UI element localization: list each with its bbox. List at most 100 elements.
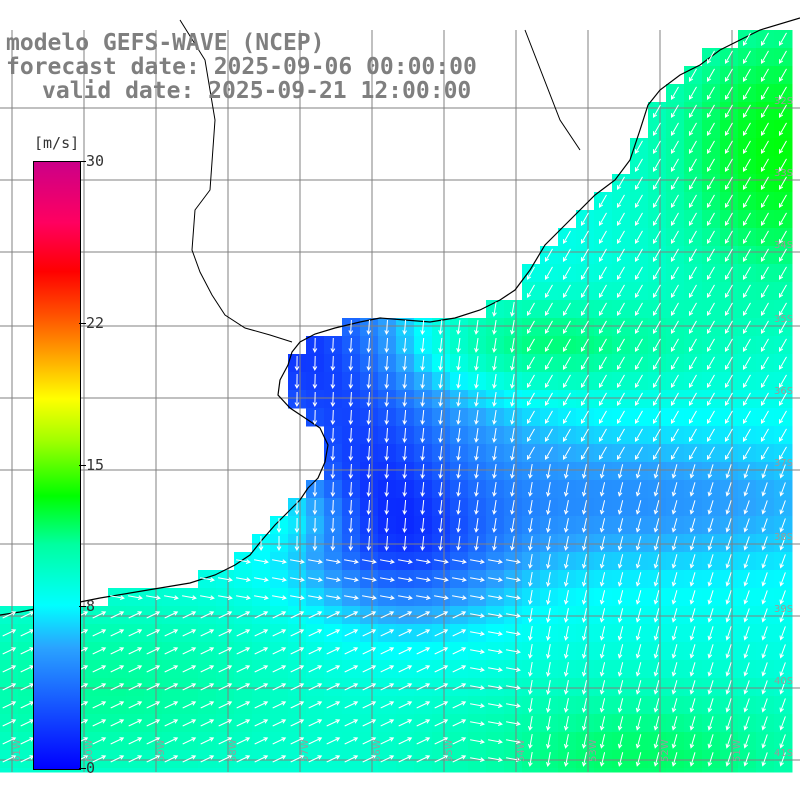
- wind-arrow: [380, 577, 395, 582]
- wind-arrow: [362, 647, 377, 655]
- wind-arrow: [416, 611, 431, 619]
- wind-arrow: [416, 595, 431, 600]
- wind-arrow: [456, 392, 461, 407]
- wind-arrow: [635, 554, 642, 569]
- wind-arrow: [707, 590, 714, 605]
- wind-arrow: [492, 392, 497, 407]
- wind-arrow: [348, 355, 354, 372]
- wind-arrow: [326, 595, 341, 600]
- wind-arrow: [380, 559, 395, 564]
- wind-arrow: [635, 590, 642, 605]
- wind-speed-cell: [738, 768, 757, 773]
- wind-arrow: [456, 356, 461, 371]
- wind-arrow: [760, 194, 769, 209]
- wind-arrow: [420, 373, 425, 390]
- wind-speed-cell: [306, 768, 325, 773]
- wind-arrow: [742, 140, 751, 155]
- wind-arrow: [599, 500, 606, 515]
- longitude-label: 60W: [84, 739, 95, 762]
- wind-arrow: [308, 595, 323, 600]
- wind-arrow: [254, 665, 269, 673]
- wind-arrow: [416, 559, 431, 564]
- wind-arrow: [652, 320, 661, 335]
- wind-arrow: [398, 737, 413, 745]
- wind-arrow: [743, 608, 750, 623]
- wind-arrow: [653, 572, 660, 587]
- wind-arrow: [653, 698, 660, 713]
- wind-arrow: [526, 356, 535, 371]
- wind-arrow: [725, 554, 732, 569]
- wind-arrow: [616, 428, 625, 443]
- wind-arrow: [326, 737, 341, 745]
- wind-arrow: [164, 737, 179, 745]
- wind-arrow: [563, 590, 569, 605]
- wind-arrow: [272, 683, 287, 691]
- wind-arrow: [688, 266, 697, 281]
- wind-arrow: [634, 338, 643, 353]
- wind-arrow: [380, 595, 395, 600]
- wind-arrow: [742, 50, 751, 65]
- wind-arrow: [778, 302, 787, 317]
- wind-arrow: [563, 680, 569, 695]
- wind-arrow: [546, 572, 551, 587]
- wind-arrow: [330, 355, 336, 372]
- wind-arrow: [779, 464, 786, 479]
- wind-arrow: [272, 737, 287, 745]
- wind-arrow: [438, 319, 443, 336]
- wind-arrow: [398, 577, 413, 582]
- wind-arrow: [580, 356, 589, 371]
- wind-arrow: [779, 590, 786, 605]
- wind-arrow: [706, 356, 715, 371]
- wind-arrow: [510, 446, 515, 461]
- wind-arrow: [546, 644, 551, 659]
- wind-arrow: [546, 680, 551, 695]
- wind-arrow: [182, 629, 197, 637]
- wind-arrow: [236, 647, 251, 655]
- wind-arrow: [434, 737, 449, 745]
- wind-arrow: [2, 755, 17, 763]
- wind-arrow: [402, 499, 408, 516]
- wind-arrow: [778, 86, 787, 101]
- wind-arrow: [526, 428, 535, 443]
- wind-arrow: [348, 499, 354, 516]
- wind-arrow: [200, 701, 215, 709]
- wind-arrow: [506, 595, 521, 600]
- wind-arrow: [616, 230, 625, 245]
- wind-arrow: [634, 374, 643, 389]
- wind-arrow: [670, 356, 679, 371]
- wind-arrow: [308, 683, 323, 691]
- wind-arrow: [326, 665, 341, 673]
- wind-arrow: [598, 446, 607, 461]
- wind-arrow: [563, 608, 569, 623]
- wind-arrow: [308, 737, 323, 745]
- wind-arrow: [653, 554, 660, 569]
- wind-arrow: [452, 701, 467, 709]
- wind-arrow: [779, 680, 786, 695]
- wind-arrow: [779, 572, 786, 587]
- wind-arrow: [544, 428, 553, 443]
- wind-arrow: [380, 701, 395, 709]
- wind-arrow: [761, 662, 768, 677]
- wind-arrow: [92, 701, 107, 709]
- wind-arrow: [398, 683, 413, 691]
- wind-arrow: [761, 644, 768, 659]
- wind-arrow: [434, 629, 449, 637]
- colorbar-tick-label: 15: [86, 455, 105, 474]
- wind-arrow: [488, 667, 503, 672]
- wind-arrow: [110, 683, 125, 691]
- wind-arrow: [348, 391, 354, 408]
- wind-arrow: [599, 698, 606, 713]
- wind-arrow: [452, 595, 467, 600]
- wind-arrow: [778, 248, 787, 263]
- wind-arrow: [544, 446, 553, 461]
- wind-arrow: [456, 446, 461, 461]
- wind-arrow: [634, 176, 643, 191]
- wind-speed-cell: [54, 768, 73, 773]
- wind-arrow: [330, 499, 336, 516]
- wind-arrow: [689, 680, 696, 695]
- wind-arrow: [438, 445, 443, 462]
- wind-arrow: [366, 499, 372, 516]
- wind-arrow: [492, 482, 497, 497]
- wind-arrow: [616, 266, 625, 281]
- wind-arrow: [778, 392, 787, 407]
